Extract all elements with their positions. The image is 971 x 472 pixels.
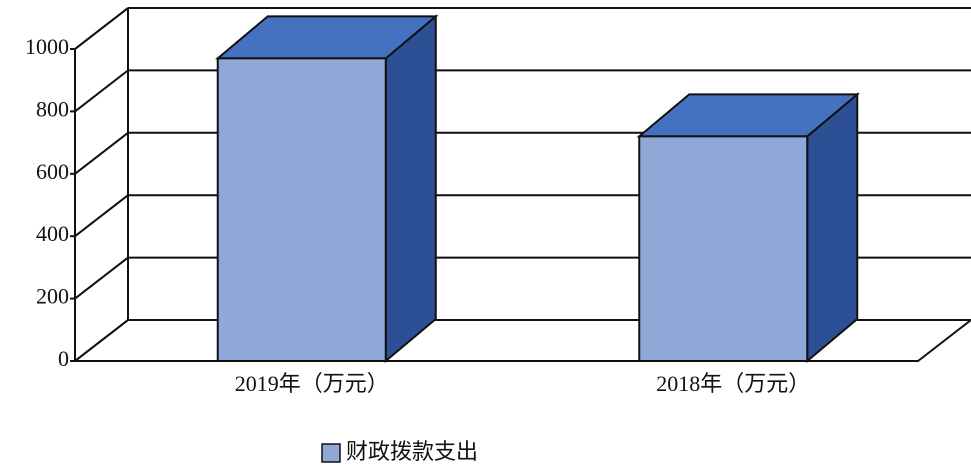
legend-label: 财政拨款支出 [346, 439, 478, 464]
bar-side [806, 92, 859, 364]
grid-line [74, 194, 129, 237]
y-tick-label: 400 [36, 221, 69, 246]
grid-line [74, 7, 129, 50]
y-tick-label: 1000 [25, 34, 69, 59]
legend-swatch [321, 443, 341, 463]
bar [638, 135, 809, 362]
y-tick-label: 0 [58, 346, 69, 371]
bar-side [384, 14, 437, 364]
y-tick-label: 600 [36, 159, 69, 184]
y-tick-label: 800 [36, 96, 69, 121]
grid-line [74, 319, 129, 362]
y-tick-label: 200 [36, 284, 69, 309]
grid-line [74, 256, 129, 300]
x-tick-label: 2018年（万元） [656, 371, 810, 396]
bar [216, 57, 387, 363]
x-tick-label: 2019年（万元） [235, 371, 389, 396]
grid-line [74, 69, 129, 113]
grid-line [74, 132, 129, 175]
